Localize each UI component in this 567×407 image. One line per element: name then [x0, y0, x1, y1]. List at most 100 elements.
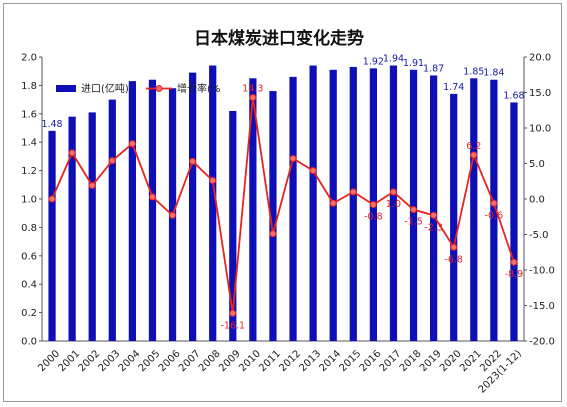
growth-point — [289, 155, 297, 163]
x-tick-label: 2006 — [157, 348, 183, 374]
growth-point — [229, 309, 237, 317]
right-tick-label: -15.0 — [529, 301, 555, 312]
left-tick-label: 0.8 — [21, 223, 37, 234]
left-tick-label: 1.4 — [21, 138, 37, 149]
growth-point — [68, 149, 76, 157]
growth-point — [410, 206, 418, 214]
line-data-label: -0.6 — [485, 210, 504, 221]
line-data-label: -0.8 — [364, 212, 383, 223]
bar-data-label: 1.74 — [443, 82, 464, 93]
legend-bar-swatch — [56, 85, 76, 92]
left-tick-label: 1.2 — [21, 166, 37, 177]
x-tick-label: 2018 — [398, 348, 424, 374]
bar-data-label: 1.87 — [423, 63, 444, 74]
chart-frame: 日本煤炭进口变化走势 0.0 0.2 0.4 0.6 0.8 1.0 1.2 1.4 1.6 1.… — [3, 3, 562, 402]
bar — [470, 78, 478, 342]
left-tick-label: 1.6 — [21, 109, 37, 120]
bar — [189, 72, 197, 342]
x-tick-label: 2021 — [458, 348, 484, 374]
right-tick-label: 15.0 — [529, 88, 551, 99]
bar — [209, 65, 217, 341]
growth-point — [349, 188, 357, 196]
bar — [450, 93, 458, 341]
right-tick-label: 0.0 — [529, 195, 545, 206]
growth-point — [269, 230, 277, 238]
x-tick-label: 2020 — [438, 348, 464, 374]
growth-line — [51, 97, 515, 314]
growth-point — [450, 243, 458, 251]
left-tick-label: 0.0 — [21, 337, 37, 348]
right-tick-label: 20.0 — [529, 53, 551, 64]
x-tick-label: 2005 — [137, 348, 163, 374]
bar — [309, 65, 317, 341]
left-tick-label: 1.0 — [21, 195, 37, 206]
growth-point — [148, 193, 156, 201]
growth-point — [329, 199, 337, 207]
x-tick-label: 2017 — [378, 348, 404, 374]
bar — [68, 116, 76, 341]
bar — [389, 65, 398, 341]
x-tick-label: 2007 — [177, 348, 203, 374]
left-tick-label: 0.6 — [21, 251, 37, 262]
line-data-label: -8.9 — [505, 269, 524, 280]
x-tick-label: 2019 — [418, 348, 444, 374]
growth-point — [128, 140, 136, 148]
growth-point — [169, 211, 177, 219]
growth-point — [249, 93, 257, 101]
left-tick-label: 1.8 — [21, 81, 37, 92]
x-tick-label: 2011 — [257, 348, 283, 374]
bar-data-label: 1.68 — [503, 90, 524, 101]
line-data-label: -6.8 — [444, 254, 463, 265]
left-tick-label: 2.0 — [21, 53, 37, 64]
x-tick-label: 2001 — [56, 348, 82, 374]
bar — [510, 102, 518, 341]
growth-point — [48, 195, 56, 203]
growth-point — [209, 177, 217, 185]
line-data-label: -16.1 — [220, 320, 245, 331]
legend-bar-label: 进口(亿吨) — [81, 82, 129, 95]
bar-data-label: 1.84 — [483, 68, 504, 79]
growth-point — [309, 167, 317, 175]
bar — [88, 112, 96, 341]
bar — [409, 69, 418, 341]
growth-point — [108, 157, 116, 165]
bar — [490, 79, 498, 341]
line-data-label: -2.3 — [424, 222, 443, 233]
line-data-label: -1.5 — [404, 217, 423, 228]
x-tick-label: 2013 — [297, 348, 323, 374]
legend-line-marker — [155, 85, 163, 92]
bar — [148, 79, 157, 341]
bar-data-label: 1.48 — [41, 119, 62, 130]
x-tick-label: 2004 — [117, 348, 143, 374]
bar-data-label: 1.94 — [383, 54, 404, 65]
left-tick-label: 0.2 — [21, 308, 37, 319]
bar-data-label: 1.85 — [463, 66, 484, 77]
line-data-label: 14.3 — [242, 83, 263, 94]
plot-area: 0.0 0.2 0.4 0.6 0.8 1.0 1.2 1.4 1.6 1.8 2.0 -20.0 -1… — [21, 53, 555, 396]
bar — [349, 66, 357, 341]
growth-point — [510, 258, 518, 266]
bar — [430, 75, 438, 342]
right-tick-label: 10.0 — [529, 124, 551, 135]
growth-point — [369, 201, 377, 209]
chart-canvas: 日本煤炭进口变化走势 0.0 0.2 0.4 0.6 0.8 1.0 1.2 1.4 1.6 1.… — [21, 28, 555, 396]
left-tick-label: 0.4 — [21, 280, 37, 291]
x-tick-label: 2009 — [217, 348, 243, 374]
x-tick-label: 2002 — [77, 348, 103, 374]
bar — [48, 130, 56, 341]
bar — [108, 99, 116, 341]
bar — [249, 78, 257, 342]
x-tick-label: 2012 — [277, 348, 303, 374]
bar-data-label: 1.91 — [403, 58, 424, 69]
x-tick-label: 2014 — [318, 348, 344, 374]
right-tick-label: -20.0 — [529, 337, 555, 348]
line-data-label: 1.0 — [386, 199, 401, 210]
x-tick-label: 2008 — [197, 348, 223, 374]
x-tick-label: 2000 — [36, 348, 62, 374]
right-tick-label: 5.0 — [529, 159, 545, 170]
growth-point — [470, 151, 478, 159]
bar — [128, 81, 136, 341]
bar — [269, 91, 277, 341]
right-tick-label: -5.0 — [529, 230, 549, 241]
line-data-label: 6.2 — [466, 141, 481, 152]
